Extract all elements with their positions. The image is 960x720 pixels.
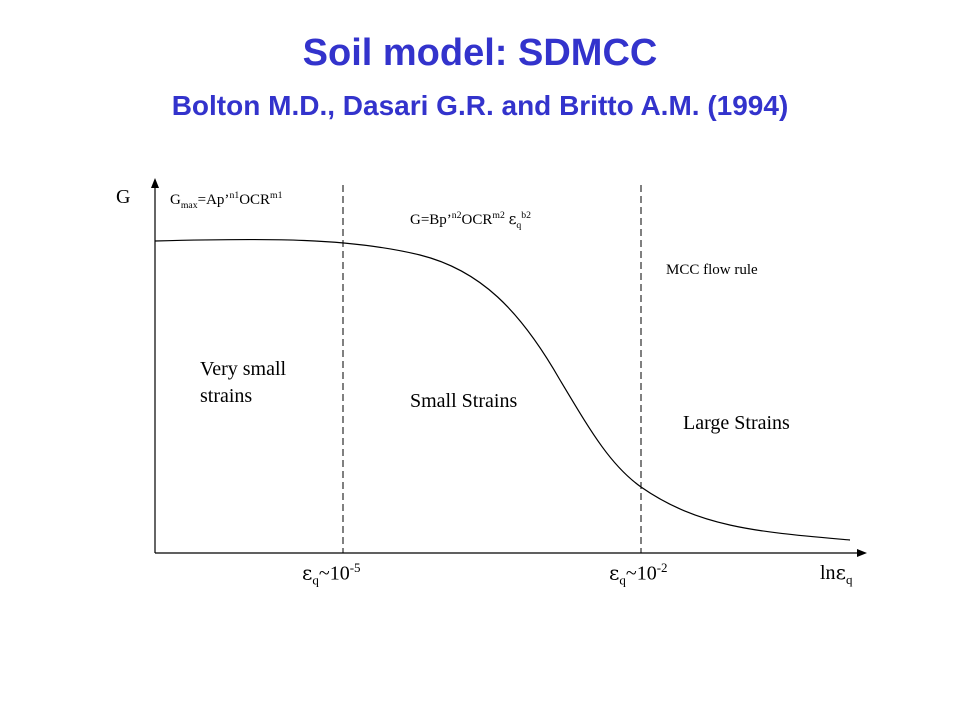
g-small-formula: G=Bp’n2OCRm2 εqb2 <box>410 210 532 231</box>
region-label-large: Large Strains <box>683 412 790 434</box>
y-axis-label: G <box>116 186 131 208</box>
mcc-flow-rule-label: MCC flow rule <box>666 262 758 278</box>
stiffness-degradation-curve <box>154 238 851 541</box>
gmax-formula: Gmax=Ap’n1OCRm1 <box>170 190 283 211</box>
region-label-small: Small Strains <box>410 390 518 412</box>
slide-subtitle: Bolton M.D., Dasari G.R. and Britto A.M.… <box>171 90 789 121</box>
x-axis-label: lnεq <box>820 560 853 587</box>
threshold-label-very-small: εq~10-5 <box>302 560 361 588</box>
region-label-very-small: Very small strains <box>200 358 287 407</box>
slide-title: Soil model: SDMCC <box>302 32 658 74</box>
threshold-label-small: εq~10-2 <box>609 560 668 588</box>
